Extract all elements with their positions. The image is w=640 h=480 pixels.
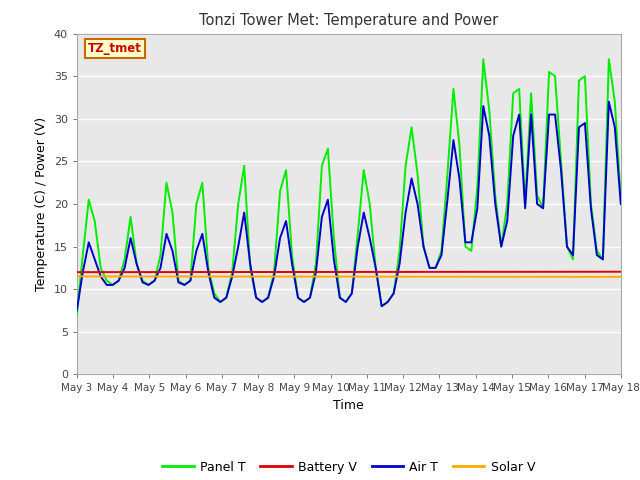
- Panel T: [396, 248, 403, 254]
- Y-axis label: Temperature (C) / Power (V): Temperature (C) / Power (V): [35, 117, 48, 291]
- Panel T: [509, 90, 517, 96]
- Air T: [396, 261, 403, 266]
- Panel T: [515, 86, 523, 92]
- Air T: [509, 133, 517, 139]
- Title: Tonzi Tower Met: Temperature and Power: Tonzi Tower Met: Temperature and Power: [199, 13, 499, 28]
- Legend: Panel T, Battery V, Air T, Solar V: Panel T, Battery V, Air T, Solar V: [157, 456, 540, 479]
- Panel T: [617, 197, 625, 203]
- Panel T: [504, 201, 511, 207]
- Panel T: [479, 56, 487, 62]
- Air T: [73, 308, 81, 313]
- Line: Air T: Air T: [77, 102, 621, 311]
- Panel T: [533, 192, 541, 198]
- Air T: [527, 112, 535, 118]
- Line: Panel T: Panel T: [77, 59, 621, 315]
- Air T: [497, 244, 505, 250]
- X-axis label: Time: Time: [333, 399, 364, 412]
- Air T: [617, 201, 625, 207]
- Air T: [474, 205, 481, 211]
- Panel T: [73, 312, 81, 318]
- Panel T: [474, 184, 481, 190]
- Air T: [504, 218, 511, 224]
- Text: TZ_tmet: TZ_tmet: [88, 42, 141, 55]
- Air T: [605, 99, 612, 105]
